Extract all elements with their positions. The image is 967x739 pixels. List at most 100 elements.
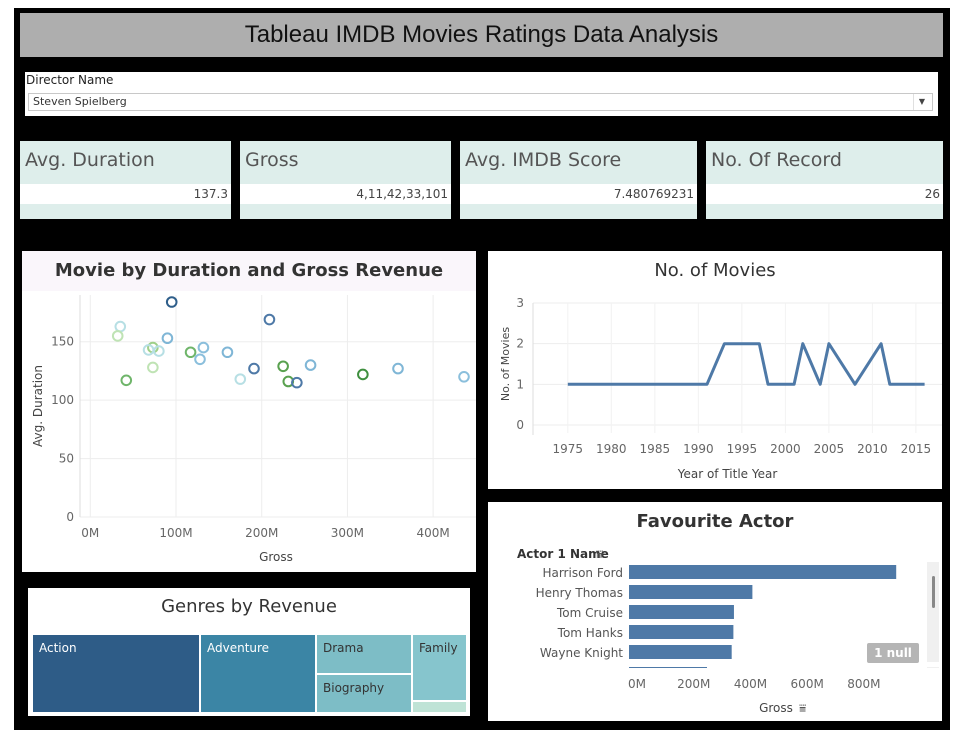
treemap-cell-small[interactable] <box>413 702 466 712</box>
scatter-point[interactable] <box>197 341 210 354</box>
actor-label: Tom Hanks <box>557 626 623 640</box>
kpi-label: Avg. IMDB Score <box>465 149 622 171</box>
series-line[interactable] <box>567 342 925 386</box>
null-badge[interactable]: 1 null <box>867 643 919 663</box>
y-tick-label: 100 <box>51 393 74 407</box>
y-tick-label: 150 <box>51 335 74 349</box>
kpi-value: 4,11,42,33,101 <box>240 184 451 204</box>
x-tick-label: 800M <box>847 677 880 691</box>
scatter-point[interactable] <box>234 373 247 385</box>
kpi-gross: Gross 4,11,42,33,101 <box>240 141 451 219</box>
y-axis-title: Avg. Duration <box>31 365 45 447</box>
scatter-point[interactable] <box>392 362 404 375</box>
kpi-value: 26 <box>706 184 943 204</box>
actor-bar[interactable] <box>629 605 734 619</box>
treemap-cell[interactable] <box>413 635 466 700</box>
x-tick-label: 1985 <box>640 442 671 456</box>
x-tick-label: 2000 <box>770 442 801 456</box>
y-tick-label: 0 <box>66 510 74 524</box>
actor-label: Tom Cruise <box>556 606 623 620</box>
sort-icon: ⩸ <box>596 547 603 561</box>
sort-icon: ⩸ <box>799 701 806 715</box>
kpi-value: 137.3 <box>20 184 231 204</box>
x-tick-label: 200M <box>245 526 278 540</box>
actor-bar[interactable] <box>629 645 732 659</box>
dimension-label: Actor 1 Name <box>517 547 609 561</box>
x-tick-label: 400M <box>417 526 450 540</box>
scatter-point[interactable] <box>184 346 197 359</box>
bar-title: Favourite Actor <box>636 511 794 532</box>
x-tick-label: 0M <box>81 526 99 540</box>
x-tick-label: 600M <box>791 677 824 691</box>
x-axis-title: Gross <box>759 701 793 715</box>
treemap-cell[interactable] <box>201 635 315 712</box>
scrollbar-track[interactable] <box>927 562 939 668</box>
line-title: No. of Movies <box>654 260 776 281</box>
treemap-title: Genres by Revenue <box>161 596 337 617</box>
director-select[interactable]: Steven Spielberg ▼ <box>28 93 933 111</box>
treemap-label: Adventure <box>207 641 269 655</box>
y-axis-title: No. of Movies <box>499 327 512 401</box>
kpi-avg-imdb-score: Avg. IMDB Score 7.480769231 <box>460 141 697 219</box>
y-tick-label: 1 <box>516 377 524 391</box>
actor-bar[interactable] <box>629 585 753 599</box>
x-tick-label: 300M <box>331 526 364 540</box>
scatter-point[interactable] <box>111 330 124 342</box>
x-tick-label: 0M <box>628 677 646 691</box>
kpi-value: 7.480769231 <box>460 184 697 204</box>
x-tick-label: 1990 <box>683 442 714 456</box>
actor-label: Wayne Knight <box>540 646 623 660</box>
chevron-down-icon[interactable]: ▼ <box>913 94 930 110</box>
dashboard-title: Tableau IMDB Movies Ratings Data Analysi… <box>20 13 943 57</box>
scatter-point[interactable] <box>161 332 174 345</box>
actor-bar[interactable] <box>629 565 897 579</box>
y-tick-label: 2 <box>516 337 524 351</box>
scatter-point[interactable] <box>165 296 178 308</box>
scatter-chart: 0M 100M 200M 300M 400M 0 50 100 150 Gross Avg. Dur… <box>31 295 476 564</box>
treemap-cell[interactable] <box>33 635 199 712</box>
treemap-label: Family <box>419 641 458 655</box>
x-tick-label: 1980 <box>596 442 627 456</box>
x-tick-label: 200M <box>677 677 710 691</box>
scatter-point[interactable] <box>263 313 276 326</box>
scatter-point[interactable] <box>153 345 165 357</box>
scatter-point[interactable] <box>277 360 289 373</box>
actor-bar[interactable] <box>629 625 734 639</box>
clip-cover <box>519 662 942 667</box>
scatter-point[interactable] <box>194 353 206 366</box>
kpi-label: Avg. Duration <box>25 149 155 171</box>
treemap-label: Biography <box>323 681 384 695</box>
kpi-no-of-record: No. Of Record 26 <box>706 141 943 219</box>
y-tick-label: 50 <box>59 452 74 466</box>
scrollbar-thumb[interactable] <box>932 576 935 608</box>
treemap-label: Action <box>39 641 77 655</box>
actor-label: Harrison Ford <box>542 566 623 580</box>
scatter-point[interactable] <box>147 361 159 374</box>
y-tick-label: 3 <box>516 296 524 310</box>
scatter-point[interactable] <box>357 368 369 381</box>
scatter-point[interactable] <box>248 362 260 375</box>
treemap-cell[interactable] <box>317 635 411 673</box>
x-axis-title: Gross <box>259 550 293 564</box>
treemap-cell[interactable] <box>317 675 411 712</box>
kpi-avg-duration: Avg. Duration 137.3 <box>20 141 231 219</box>
x-tick-label: 100M <box>159 526 192 540</box>
y-tick-label: 0 <box>516 418 524 432</box>
x-tick-label: 2005 <box>814 442 845 456</box>
scatter-point[interactable] <box>304 359 317 371</box>
scatter-panel: Movie by Duration and Gross Revenue <box>22 251 476 572</box>
scatter-title-bg <box>22 251 476 291</box>
scatter-title: Movie by Duration and Gross Revenue <box>54 260 444 281</box>
x-tick-label: 400M <box>734 677 767 691</box>
scatter-point[interactable] <box>291 376 303 389</box>
scatter-point[interactable] <box>120 374 133 387</box>
x-axis-title: Year of Title Year <box>677 467 778 481</box>
scatter-point[interactable] <box>458 370 470 383</box>
scatter-point[interactable] <box>221 346 234 359</box>
treemap-chart: Action Adventure Drama Biography Family <box>33 635 466 712</box>
scatter-point[interactable] <box>114 320 127 333</box>
x-tick-label: 1995 <box>727 442 758 456</box>
x-tick-label: 1975 <box>553 442 584 456</box>
actor-label: Henry Thomas <box>536 586 623 600</box>
